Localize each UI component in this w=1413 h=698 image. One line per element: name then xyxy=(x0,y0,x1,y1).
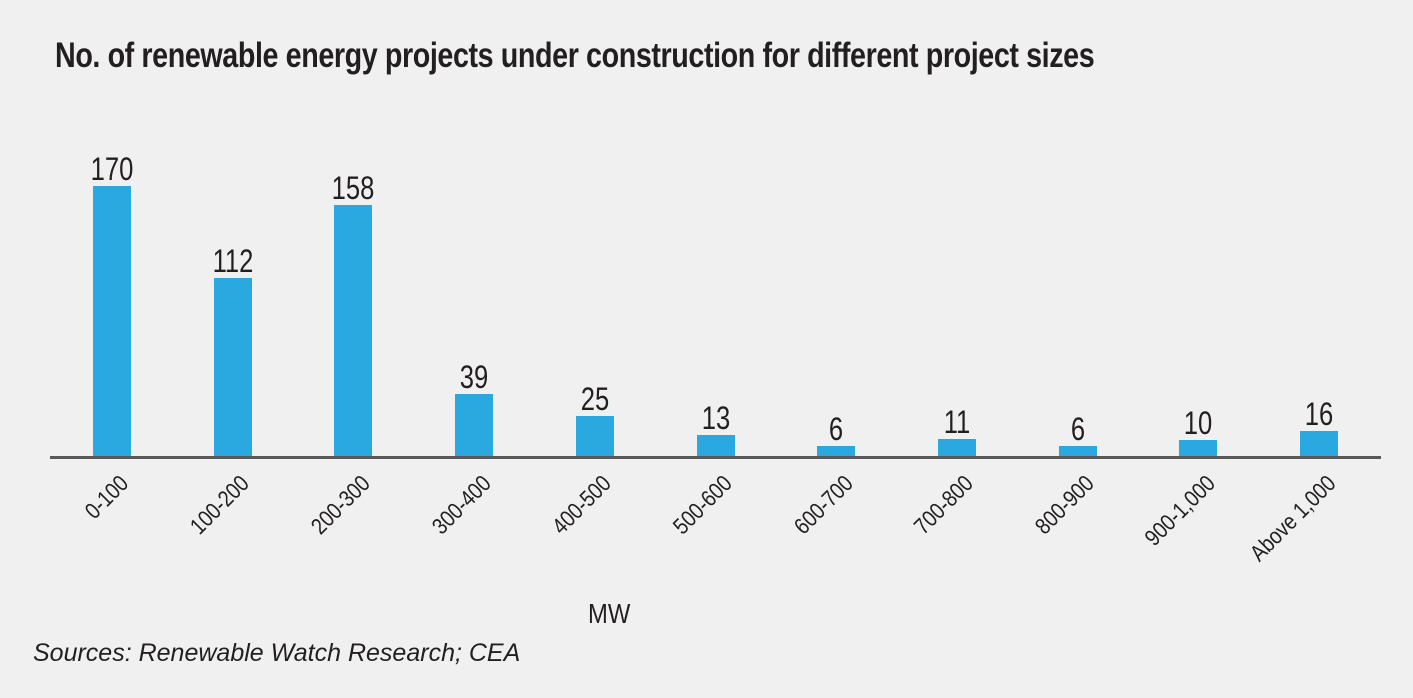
bar xyxy=(696,435,735,456)
source-note: Sources: Renewable Watch Research; CEA xyxy=(33,639,521,667)
bar xyxy=(334,205,373,456)
category-label: Above 1,000 xyxy=(1244,470,1341,567)
category-label: 700-800 xyxy=(909,470,979,540)
category-label: 400-500 xyxy=(547,470,617,540)
category-label: 0-100 xyxy=(79,470,134,524)
bar xyxy=(213,278,252,456)
bar xyxy=(1300,431,1338,456)
value-label: 39 xyxy=(459,359,489,395)
value-label: 11 xyxy=(943,404,971,440)
x-axis-title: MW xyxy=(588,598,631,629)
chart-title: No. of renewable energy projects under c… xyxy=(55,36,1095,75)
bar xyxy=(1058,446,1097,456)
bar xyxy=(455,394,494,456)
category-label: 300-400 xyxy=(426,470,496,540)
bar xyxy=(575,416,614,456)
value-label: 16 xyxy=(1304,396,1334,432)
category-label: 800-900 xyxy=(1029,470,1099,540)
bar xyxy=(93,186,131,456)
bar xyxy=(937,439,976,456)
value-label: 6 xyxy=(1070,411,1085,447)
category-label: 200-300 xyxy=(305,470,375,540)
category-label: 100-200 xyxy=(184,470,255,540)
value-label: 25 xyxy=(580,381,610,417)
value-label: 6 xyxy=(829,411,844,447)
value-label: 170 xyxy=(90,151,134,187)
bar xyxy=(1179,440,1218,456)
category-label: 900-1,000 xyxy=(1139,470,1220,551)
value-label: 158 xyxy=(332,170,375,206)
bar xyxy=(817,446,856,456)
value-label: 13 xyxy=(701,400,730,436)
category-label: 500-600 xyxy=(667,470,737,540)
x-axis-line xyxy=(50,456,1381,459)
value-label: 112 xyxy=(212,243,254,279)
value-label: 10 xyxy=(1184,405,1213,441)
category-label: 600-700 xyxy=(788,470,858,540)
